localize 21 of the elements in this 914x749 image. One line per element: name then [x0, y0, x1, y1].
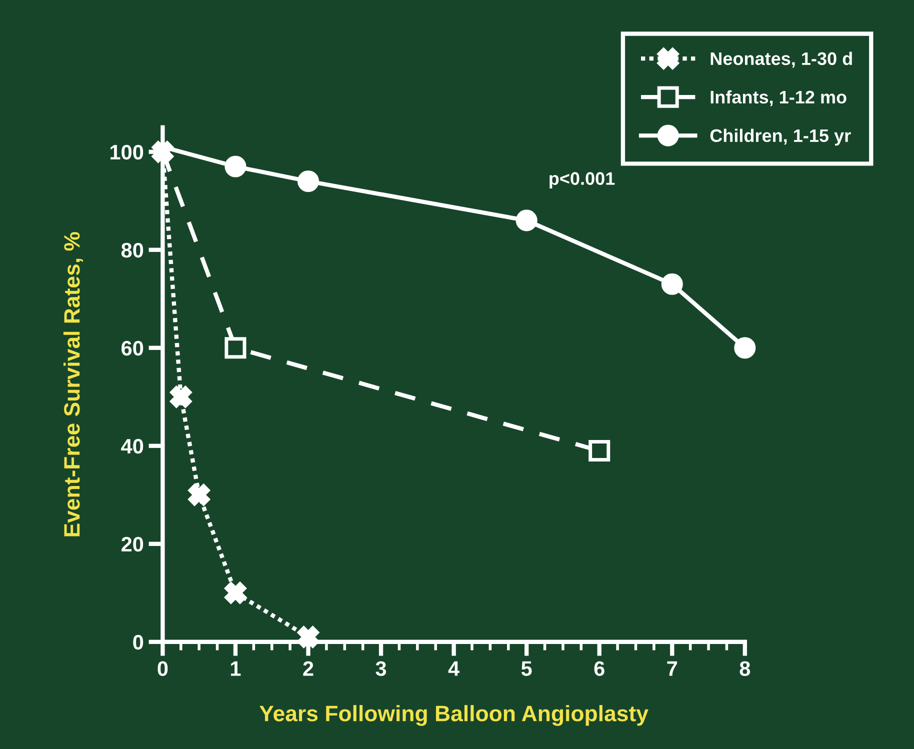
y-axis-title: Event-Free Survival Rates, %: [63, 232, 84, 536]
annotation: p<0.001: [550, 172, 615, 189]
y-tick-label: 40: [121, 438, 144, 454]
legend-label: Children, 1-15 yr: [710, 128, 851, 146]
y-tick-label: 20: [121, 536, 144, 552]
legend-label: Infants, 1-12 mo: [710, 90, 846, 106]
x-tick-label: 2: [303, 661, 314, 676]
x-tick-label: 7: [667, 661, 678, 676]
x-tick-label: 1: [230, 661, 241, 676]
x-tick-label: 4: [448, 661, 460, 676]
x-tick-label: 8: [740, 661, 750, 676]
legend-label: Neonates, 1-30 d: [710, 52, 852, 68]
x-tick-label: 6: [594, 661, 604, 676]
y-tick-label: 80: [121, 242, 144, 258]
y-tick-label: 0: [133, 634, 144, 650]
x-tick-label: 0: [158, 661, 168, 676]
x-tick-label: 3: [376, 661, 386, 676]
x-axis-title: Years Following Balloon Angioplasty: [260, 705, 648, 726]
y-tick-label: 60: [122, 340, 144, 356]
y-tick-label: 100: [110, 144, 144, 160]
x-tick-label: 5: [521, 661, 532, 676]
